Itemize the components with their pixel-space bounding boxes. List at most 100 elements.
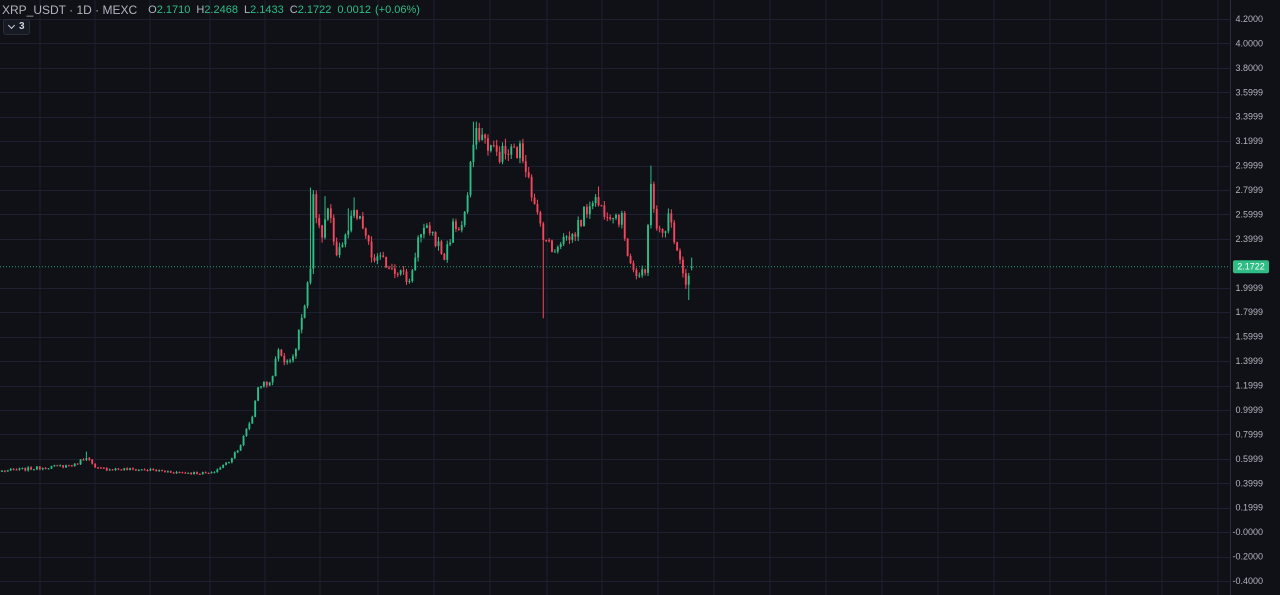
candle-body (233, 452, 236, 459)
candle (274, 356, 277, 377)
candle-body (504, 145, 507, 154)
candle-body (190, 472, 193, 475)
candle (530, 174, 533, 202)
candle (15, 468, 18, 471)
candle-body (146, 470, 149, 472)
candle (670, 209, 673, 228)
candle-body (583, 206, 585, 227)
candle (6, 469, 9, 472)
candle (309, 187, 312, 285)
candle (524, 154, 527, 178)
candle-body (169, 471, 172, 473)
candle (440, 239, 443, 255)
candle-body (15, 469, 18, 471)
indicator-count: 3 (19, 21, 25, 32)
candle (216, 468, 219, 473)
candle (585, 203, 588, 218)
candle-body (609, 217, 612, 220)
price-axis-tick-label: 0.7999 (1235, 429, 1263, 439)
candle (423, 223, 425, 239)
candle-body (684, 273, 687, 285)
candle (335, 237, 338, 257)
candle-body (309, 268, 312, 283)
candle-body (498, 151, 501, 162)
candle (356, 209, 358, 221)
candle (59, 464, 62, 467)
candle (460, 220, 463, 233)
candle (268, 381, 271, 387)
collapse-indicators-button[interactable]: 3 (3, 19, 30, 35)
candle (105, 467, 108, 472)
candle-body (568, 236, 571, 240)
candle-body (466, 195, 469, 212)
candle (210, 471, 213, 474)
close-key: C (289, 4, 298, 16)
candle (294, 348, 297, 359)
candle-body (385, 257, 388, 268)
candle-body (76, 463, 79, 465)
candle (303, 304, 306, 319)
candle-body (166, 471, 169, 473)
candle-body (481, 134, 484, 140)
chart-legend: XRP_USDT · 1D · MEXC O 2.1710 H 2.2468 L… (2, 3, 424, 17)
candle (300, 313, 303, 334)
candle-body (38, 466, 41, 470)
candle-body (117, 468, 120, 470)
candle (382, 251, 385, 258)
candle (329, 204, 332, 224)
candle (239, 444, 242, 452)
candle (667, 208, 670, 234)
candle (478, 122, 481, 143)
candle (521, 138, 524, 164)
candle-body (507, 153, 510, 155)
candle (102, 467, 105, 469)
candle-body (132, 468, 134, 470)
last-price-tag-background (1233, 260, 1269, 274)
candle (655, 205, 658, 231)
candle (679, 248, 681, 264)
candle-body (629, 256, 632, 264)
candle-body (431, 232, 434, 234)
candle-body (664, 231, 667, 233)
candle (18, 467, 21, 471)
candle-body (73, 463, 76, 467)
candle (539, 210, 542, 227)
candle (542, 221, 545, 319)
candle (469, 160, 472, 198)
price-axis-tick-label: 3.8000 (1235, 63, 1263, 73)
candle-body (225, 462, 228, 465)
candle-body (455, 221, 457, 229)
candle (158, 469, 161, 472)
candle (652, 181, 655, 213)
candle-body (533, 197, 536, 205)
candle-body (161, 470, 163, 472)
candle-body (204, 472, 207, 474)
candle-body (617, 214, 620, 225)
candle (30, 466, 33, 471)
candle (99, 466, 102, 469)
candle (251, 415, 254, 424)
candle-body (396, 273, 399, 275)
candle (551, 239, 553, 253)
candle-body (603, 205, 606, 217)
candle-body (612, 218, 615, 220)
candle-body (452, 221, 454, 243)
last-price-tag-label: 2.1722 (1237, 262, 1265, 272)
candle-body (222, 464, 225, 468)
candle-body (364, 228, 367, 236)
grid (0, 0, 1230, 595)
candle-body (350, 215, 353, 231)
candle (402, 266, 405, 275)
candle-body (469, 162, 472, 196)
candle (620, 210, 623, 229)
candle (457, 226, 460, 231)
candle (673, 219, 676, 245)
candle (681, 256, 684, 278)
candle (137, 469, 140, 472)
symbol-title[interactable]: XRP_USDT · 1D · MEXC (2, 3, 138, 17)
candle (390, 263, 393, 270)
candle-body (303, 305, 306, 318)
price-axis[interactable]: 4.2000 4.0000 3.8000 3.5999 3.3999 3.1999 2.99… (1232, 14, 1263, 586)
